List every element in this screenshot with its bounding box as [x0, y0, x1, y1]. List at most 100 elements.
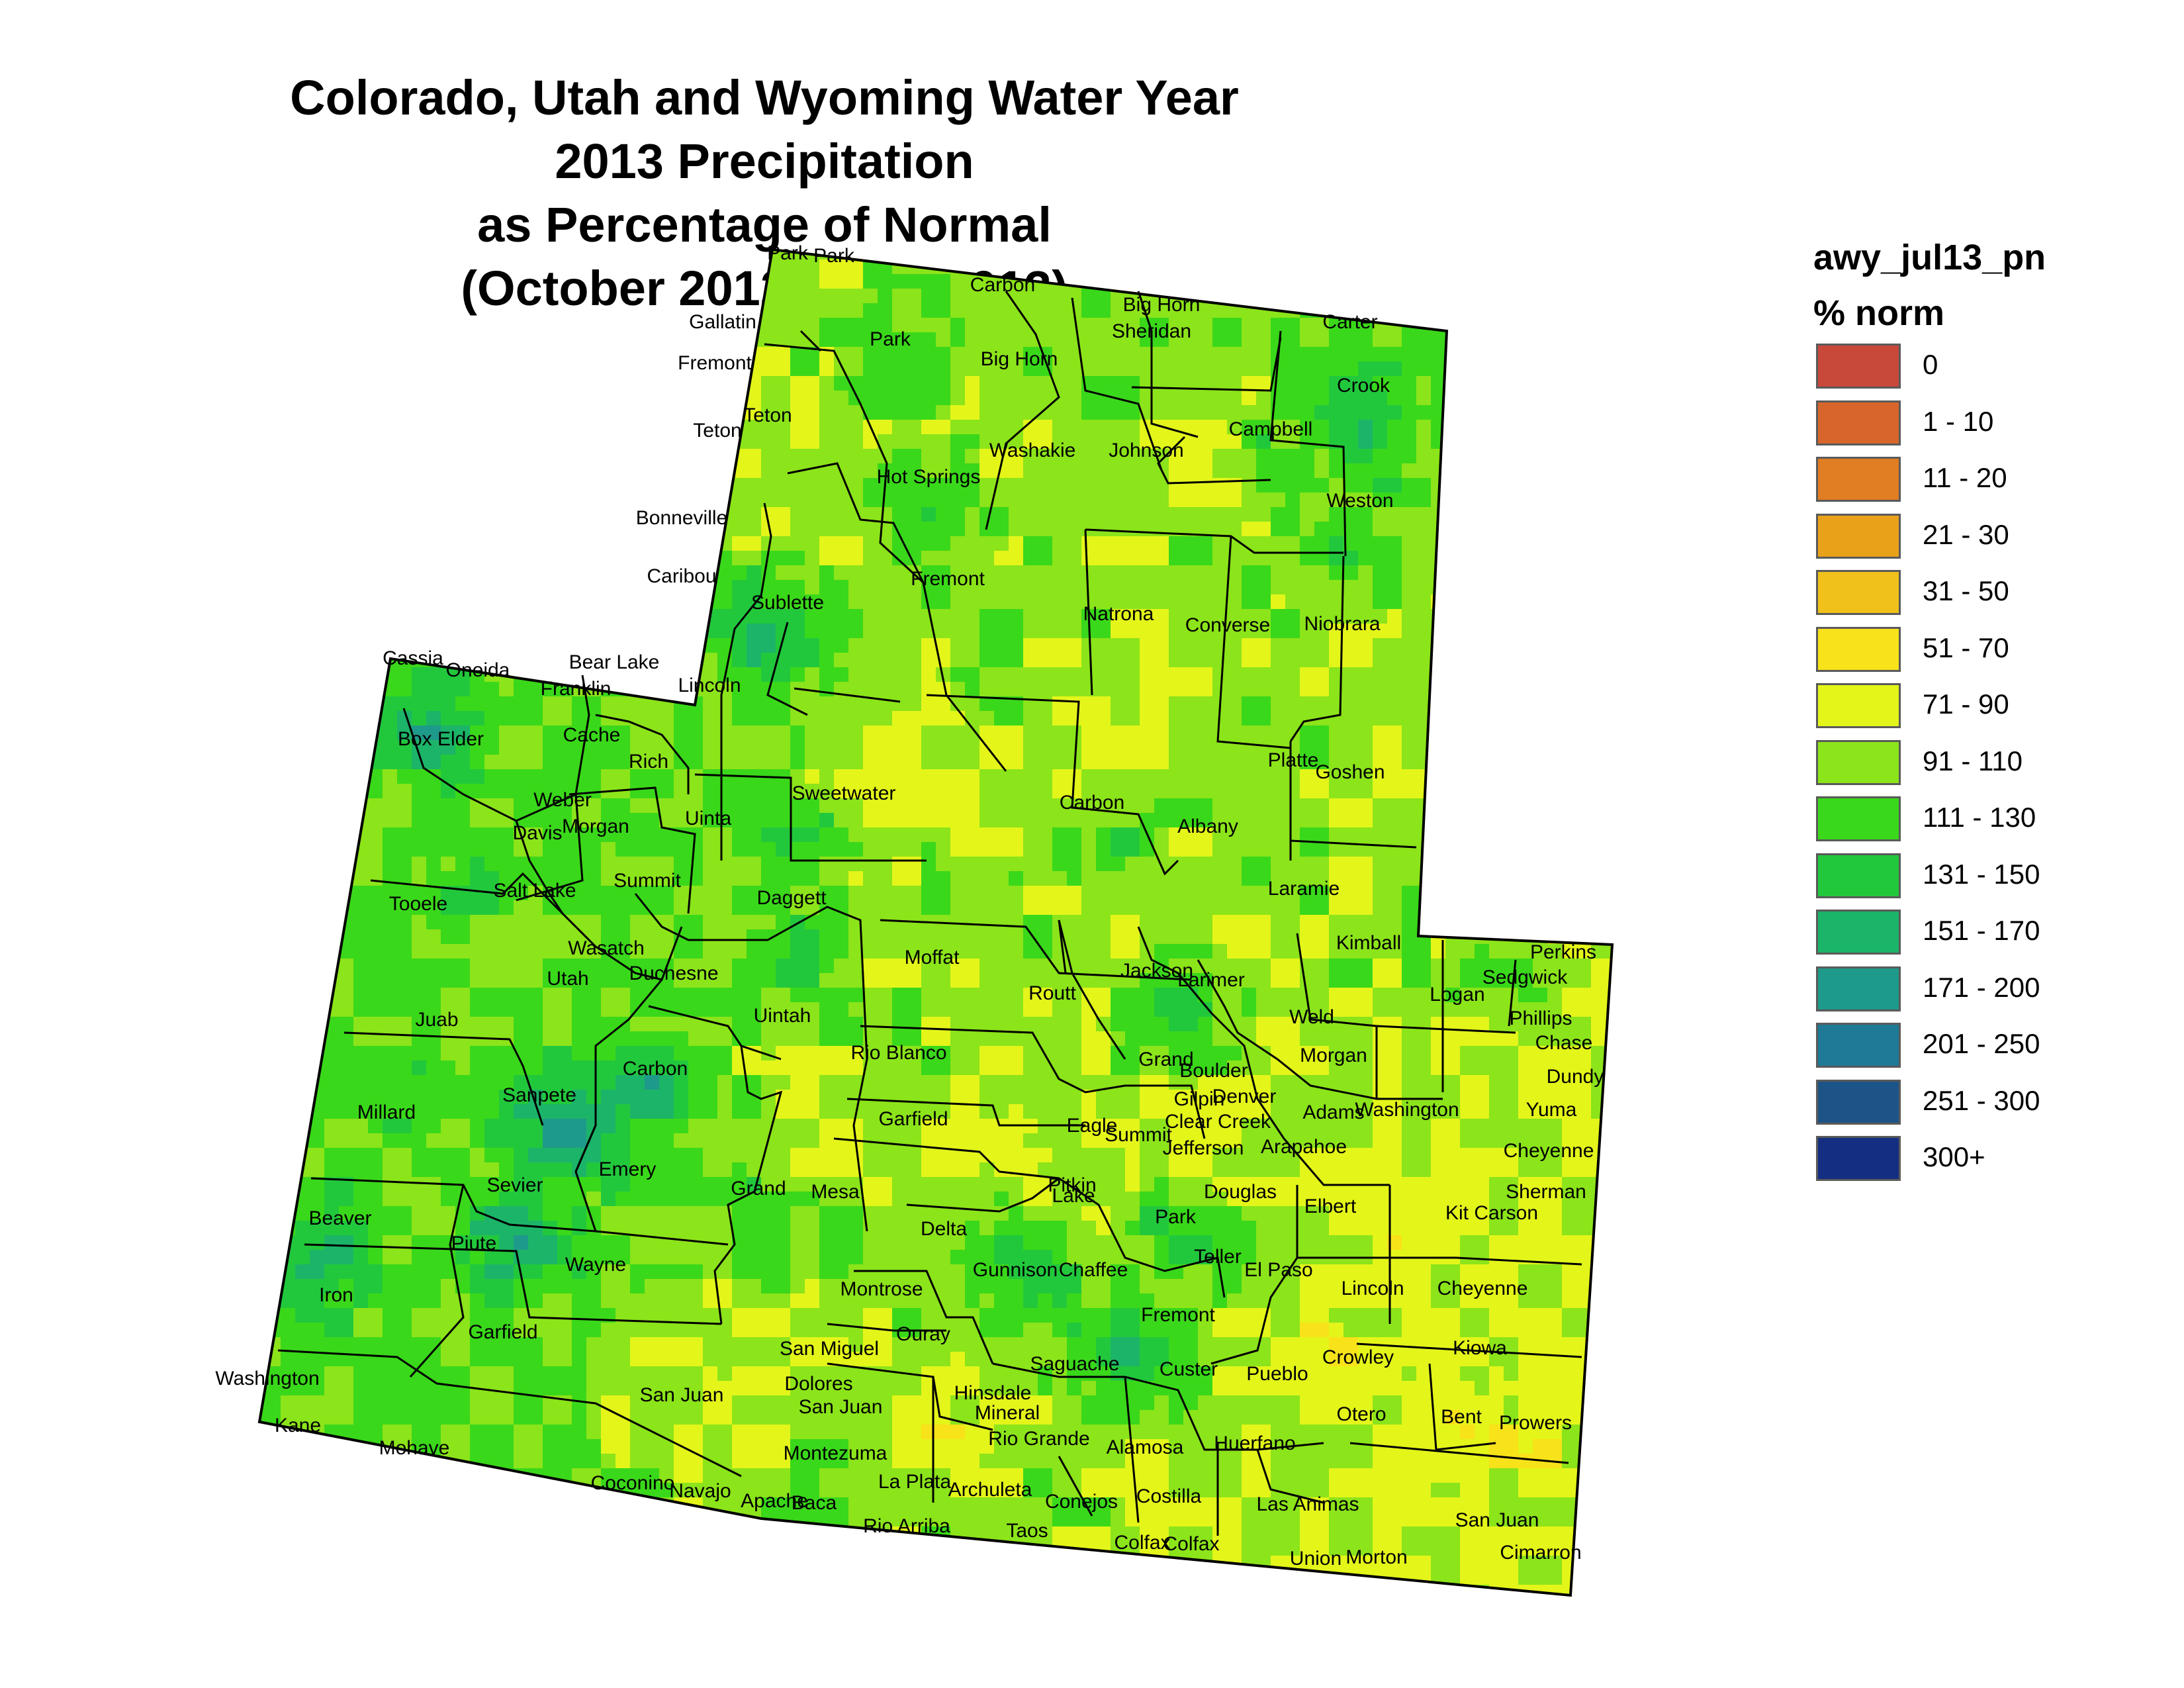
- raster-cell: [747, 332, 762, 348]
- raster-cell: [1562, 478, 1577, 493]
- raster-cell: [645, 871, 660, 886]
- raster-cell: [819, 755, 835, 770]
- raster-cell: [1183, 813, 1199, 828]
- raster-cell: [776, 289, 791, 304]
- raster-cell: [528, 391, 543, 406]
- raster-cell: [950, 361, 966, 377]
- raster-cell: [965, 740, 980, 755]
- raster-cell: [979, 973, 995, 988]
- raster-cell: [324, 624, 340, 639]
- raster-cell: [353, 492, 369, 508]
- raster-cell: [747, 784, 762, 799]
- raster-cell: [1111, 929, 1126, 945]
- raster-cell: [1169, 769, 1184, 784]
- raster-cell: [1606, 303, 1612, 318]
- raster-cell: [703, 871, 718, 886]
- raster-cell: [1067, 522, 1082, 537]
- raster-cell: [834, 726, 849, 741]
- raster-cell: [747, 740, 762, 755]
- raster-cell: [353, 391, 369, 406]
- raster-cell: [557, 755, 572, 770]
- raster-cell: [470, 871, 485, 886]
- raster-cell: [586, 784, 602, 799]
- raster-cell: [936, 565, 951, 581]
- raster-cell: [1125, 842, 1140, 857]
- raster-cell: [863, 478, 878, 493]
- raster-cell: [1285, 594, 1300, 610]
- raster-cell: [528, 551, 543, 566]
- raster-cell: [1140, 580, 1155, 595]
- raster-cell: [615, 755, 631, 770]
- raster-cell: [1169, 449, 1184, 464]
- raster-cell: [259, 798, 267, 814]
- raster-cell: [950, 900, 966, 915]
- raster-cell: [994, 696, 1009, 712]
- raster-cell: [1183, 653, 1199, 668]
- raster-cell: [950, 347, 966, 362]
- raster-cell: [848, 900, 864, 915]
- raster-cell: [761, 594, 776, 610]
- raster-cell: [1416, 259, 1432, 275]
- raster-cell: [790, 478, 805, 493]
- raster-cell: [528, 405, 543, 420]
- raster-cell: [1009, 565, 1024, 581]
- raster-cell: [659, 740, 674, 755]
- raster-cell: [470, 827, 485, 843]
- raster-cell: [1533, 696, 1548, 712]
- raster-cell: [310, 449, 325, 464]
- raster-cell: [1198, 391, 1213, 406]
- raster-cell: [1402, 915, 1417, 930]
- raster-cell: [514, 376, 529, 391]
- raster-cell: [1212, 813, 1228, 828]
- raster-cell: [543, 842, 558, 857]
- raster-cell: [1154, 915, 1169, 930]
- raster-cell: [1198, 711, 1213, 726]
- raster-cell: [1198, 915, 1213, 930]
- raster-cell: [732, 915, 747, 930]
- raster-cell: [892, 653, 907, 668]
- raster-cell: [1256, 274, 1271, 289]
- raster-cell: [1023, 565, 1038, 581]
- raster-cell: [878, 827, 893, 843]
- raster-cell: [1285, 944, 1300, 959]
- raster-cell: [892, 886, 907, 901]
- raster-cell: [397, 463, 412, 479]
- raster-cell: [1343, 420, 1359, 435]
- raster-cell: [1038, 376, 1053, 391]
- raster-cell: [1518, 667, 1533, 682]
- raster-cell: [790, 929, 805, 945]
- raster-cell: [259, 624, 267, 639]
- raster-cell: [1285, 250, 1300, 260]
- raster-cell: [1242, 784, 1257, 799]
- raster-cell: [1300, 682, 1315, 697]
- raster-cell: [1416, 973, 1432, 988]
- raster-cell: [878, 711, 893, 726]
- raster-cell: [979, 536, 995, 551]
- raster-cell: [1125, 988, 1140, 1003]
- raster-cell: [688, 478, 704, 493]
- raster-cell: [936, 391, 951, 406]
- raster-cell: [1329, 959, 1344, 974]
- raster-cell: [674, 463, 689, 479]
- raster-cell: [1518, 827, 1533, 843]
- raster-cell: [383, 420, 398, 435]
- raster-cell: [878, 813, 893, 828]
- raster-cell: [1212, 915, 1228, 930]
- raster-cell: [601, 361, 616, 377]
- raster-cell: [936, 973, 951, 988]
- raster-cell: [1052, 682, 1068, 697]
- raster-cell: [703, 696, 718, 712]
- raster-cell: [863, 696, 878, 712]
- raster-cell: [1547, 522, 1563, 537]
- raster-cell: [1271, 784, 1286, 799]
- raster-cell: [397, 565, 412, 581]
- raster-cell: [921, 842, 936, 857]
- raster-cell: [601, 1002, 616, 1017]
- raster-cell: [805, 827, 820, 843]
- raster-cell: [1431, 259, 1446, 275]
- raster-cell: [601, 347, 616, 362]
- raster-cell: [499, 318, 514, 333]
- raster-cell: [892, 973, 907, 988]
- raster-cell: [1358, 361, 1373, 377]
- raster-cell: [368, 798, 383, 814]
